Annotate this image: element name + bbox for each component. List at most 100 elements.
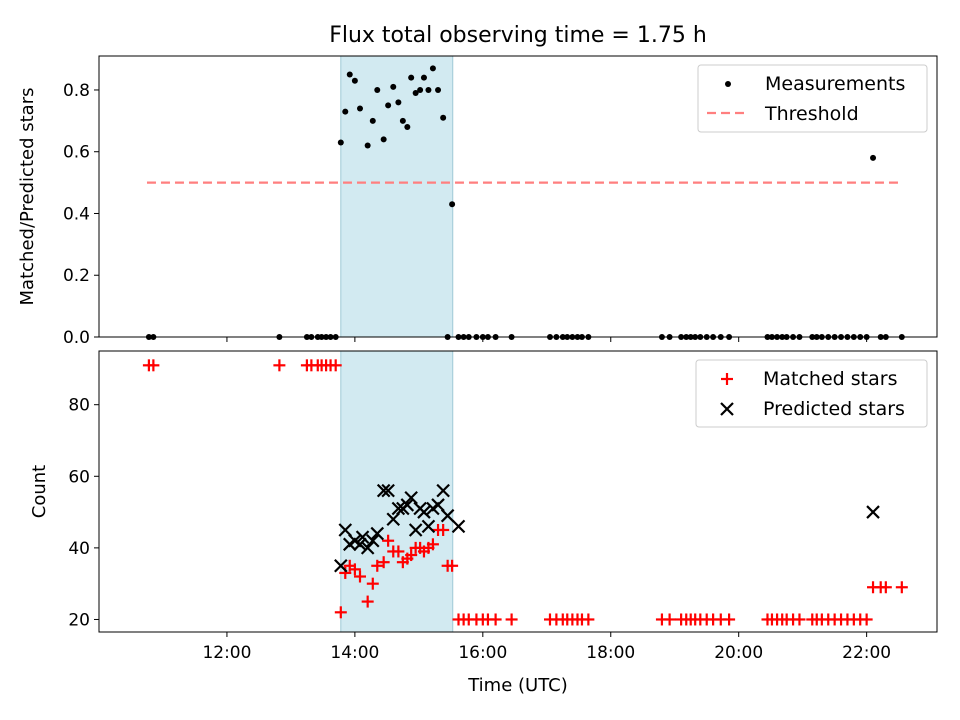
observing-time-span: [340, 350, 454, 633]
measurement-point: [390, 83, 397, 90]
x-axis-label: Time (UTC): [467, 675, 568, 696]
predicted-star-point: [421, 519, 436, 534]
count-x-tick-label: 12:00: [202, 643, 251, 663]
matched-star-point: [382, 534, 395, 547]
predicted-star-point: [440, 508, 455, 523]
predicted-star-point: [376, 483, 391, 498]
matched-star-point: [793, 613, 806, 626]
matched-star-point: [446, 559, 459, 572]
matched-star-point: [405, 549, 418, 562]
count-legend-box: [695, 359, 928, 428]
observing-time-span: [340, 55, 454, 338]
matched-star-point: [361, 595, 374, 608]
measurement-point: [435, 86, 442, 93]
measurement-point: [380, 136, 387, 143]
predicted-star-point: [866, 505, 880, 519]
ratio-y-axis-label: Matched/Predicted stars: [17, 88, 38, 306]
measurement-point: [351, 77, 358, 84]
matched-star-point: [366, 577, 379, 590]
predicted-star-point: [451, 519, 466, 534]
ratio-y-tick-label: 0.8: [63, 81, 90, 101]
ratio-y-tick-label: 0.4: [63, 204, 90, 224]
predicted-star-point: [400, 498, 415, 512]
matched-star-point: [334, 606, 347, 619]
predicted-star-point: [334, 558, 348, 573]
measurement-point: [420, 74, 427, 81]
matched-star-point: [392, 545, 405, 558]
count-x-tick-label: 22:00: [842, 643, 891, 663]
ratio-legend: Measurements Threshold: [697, 64, 928, 133]
matched-star-point: [489, 613, 502, 626]
predicted-star-point: [408, 523, 423, 537]
legend-label-threshold: Threshold: [764, 103, 859, 125]
count-x-tick-label: 14:00: [330, 643, 379, 663]
matched-star-point: [377, 556, 390, 569]
matched-star-point: [582, 613, 595, 626]
predicted-star-point: [417, 505, 431, 519]
matched-star-point: [329, 359, 342, 372]
measurement-point: [374, 86, 381, 93]
predicted-star-point: [355, 530, 370, 544]
measurement-point: [346, 71, 353, 78]
count-x-tick-label: 18:00: [586, 643, 635, 663]
legend-label-matched-stars: Matched stars: [763, 368, 897, 390]
count-panel-frame: [98, 350, 938, 633]
count-y-tick-label: 40: [68, 539, 90, 559]
measurement-point: [449, 201, 456, 208]
count-y-tick-label: 80: [68, 396, 90, 416]
matched-star-point: [353, 570, 366, 583]
measurement-point: [364, 142, 371, 149]
matched-star-point: [426, 538, 439, 551]
predicted-star-point: [436, 483, 450, 498]
measurement-point: [429, 65, 436, 72]
ratio-legend-box: [697, 64, 928, 133]
measurement-point: [337, 139, 344, 146]
ratio-y-tick-label: 0.6: [63, 143, 90, 163]
ratio-panel-frame: [98, 55, 938, 338]
matched-star-point: [663, 613, 676, 626]
predicted-star-point: [370, 526, 385, 541]
matched-star-point: [860, 613, 873, 626]
count-x-tick-label: 20:00: [714, 643, 763, 663]
count-y-axis-label: Count: [29, 465, 50, 518]
matched-star-point: [273, 359, 286, 372]
measurement-point: [417, 86, 424, 93]
matched-star-point: [895, 581, 908, 594]
predicted-star-point: [386, 512, 401, 527]
predicted-star-point: [353, 537, 367, 552]
legend-marker-measurements: [725, 81, 731, 87]
predicted-star-point: [366, 533, 380, 548]
matched-star-point: [723, 613, 736, 626]
matched-star-point: [437, 523, 450, 536]
predicted-star-point: [381, 483, 395, 498]
measurement-point: [369, 117, 376, 124]
ratio-y-tick-label: 0.2: [63, 266, 90, 286]
legend-marker-matched-stars: [721, 373, 733, 385]
measurement-point: [870, 154, 877, 161]
legend-plus-glyph: [721, 373, 733, 385]
matched-star-point: [879, 581, 892, 594]
predicted-star-point: [391, 501, 406, 516]
predicted-star-point: [360, 541, 375, 555]
ratio-y-tick-label: 0.0: [63, 328, 90, 348]
matched-star-point: [348, 563, 361, 576]
measurement-point: [408, 74, 415, 81]
chart-title: Flux total observing time = 1.75 h: [329, 23, 707, 48]
count-x-tick-label: 16:00: [458, 643, 507, 663]
legend-label-predicted-stars: Predicted stars: [763, 398, 905, 420]
measurement-point: [404, 124, 411, 131]
ratio-panel: 0.0 0.2 0.4 0.6 0.8 Flux total observing tim…: [17, 23, 938, 348]
predicted-star-point: [431, 498, 445, 512]
matched-star-point: [505, 613, 518, 626]
legend-cross-glyph: [720, 402, 734, 416]
measurement-point: [440, 114, 447, 121]
count-y-tick-label: 60: [68, 467, 90, 487]
count-legend: Matched stars Predicted stars: [695, 359, 928, 428]
measurement-point: [395, 99, 402, 106]
legend-marker-predicted-stars: [720, 402, 734, 416]
measurement-point: [342, 108, 349, 115]
measurement-point: [425, 86, 432, 93]
predicted-star-point: [338, 523, 353, 537]
predicted-star-point: [404, 490, 418, 505]
